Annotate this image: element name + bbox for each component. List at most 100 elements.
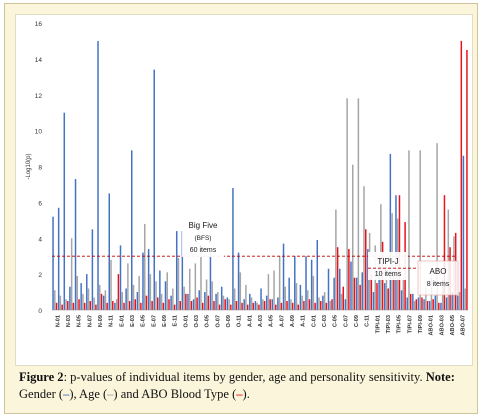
gender-bar — [119, 245, 122, 310]
abo-bar — [460, 40, 463, 310]
gender-bar — [383, 283, 386, 310]
abo-bar — [196, 297, 198, 310]
abo-bar — [308, 299, 311, 310]
age-bar — [233, 288, 236, 310]
gender-bar — [361, 272, 363, 310]
age-bar — [340, 293, 343, 310]
gender-bar — [243, 299, 245, 310]
age-bar — [301, 295, 303, 310]
gender-bar — [136, 292, 139, 310]
gender-bar — [131, 150, 133, 310]
abo-bar — [106, 302, 108, 310]
abo-bar — [348, 249, 350, 310]
gender-bar — [277, 297, 279, 310]
abo-bar — [303, 301, 305, 310]
age-bar — [419, 150, 421, 310]
age-bar — [132, 284, 135, 310]
abo-bar — [263, 301, 266, 310]
gender-bar — [74, 179, 77, 310]
gender-bar — [198, 290, 200, 310]
gender-bar — [108, 193, 111, 310]
x-tick-label: O-05 — [205, 315, 211, 327]
abo-bar — [297, 304, 300, 310]
age-bar — [425, 286, 427, 310]
y-tick-label: 2 — [38, 272, 42, 279]
abo-bar — [370, 274, 373, 310]
gender-bar — [423, 299, 425, 310]
y-tick-label: 6 — [38, 200, 42, 207]
caption-figure-label: Figure 2 — [19, 370, 64, 384]
abo-bar — [275, 304, 277, 310]
age-bar — [239, 272, 242, 310]
abo-bar — [291, 302, 294, 310]
bar-chart: 0 2 4 6 8 10 12 14 16 -Log10(p) N-01 N-03 N-05 N-07 N-… — [26, 21, 468, 336]
age-bar — [318, 297, 320, 310]
x-tick-label: C-05 — [333, 315, 339, 327]
x-tick-label: C-01 — [311, 315, 317, 327]
abo-bar — [112, 301, 114, 310]
gender-bar — [226, 297, 229, 310]
age-bar — [295, 283, 298, 310]
age-bar — [104, 290, 107, 310]
x-tick-label: C-07 — [343, 315, 349, 327]
age-bar — [307, 290, 309, 310]
x-tick-label: A-03 — [258, 315, 264, 327]
abo-bar — [72, 302, 75, 310]
y-tick-label: 8 — [38, 165, 42, 172]
age-legend-dash: – — [107, 387, 114, 401]
gender-bar — [333, 277, 335, 310]
gender-bar — [417, 297, 420, 310]
age-bar — [262, 299, 264, 310]
abo-bar — [258, 304, 260, 310]
abo-bar — [140, 302, 142, 310]
gender-bar — [204, 292, 206, 310]
gender-bar — [147, 249, 150, 310]
age-bar — [385, 259, 388, 310]
bfs-annotation-title: Big Five — [189, 221, 218, 230]
gender-bar — [63, 112, 66, 310]
gender-bar — [97, 40, 99, 310]
gender-bar — [220, 286, 223, 310]
caption-text-1: : p-values of individual items by gender… — [63, 370, 426, 384]
x-tick-label: E-09 — [162, 315, 168, 327]
age-bar — [346, 98, 348, 311]
x-tick-label: ABO-05 — [450, 315, 456, 336]
age-bar — [290, 299, 292, 310]
age-bar — [65, 299, 67, 310]
gender-bar — [428, 301, 431, 310]
gender-bar — [260, 288, 262, 310]
age-bar — [436, 143, 438, 310]
abo-bar — [151, 301, 153, 310]
abo-bar — [145, 295, 148, 310]
bfs-annotation-box — [182, 215, 224, 257]
gender-bar — [192, 299, 195, 310]
abo-bar — [314, 302, 316, 310]
gender-bar — [86, 274, 88, 310]
x-tick-label: TIPI-09 — [418, 315, 424, 333]
age-bar — [245, 284, 247, 310]
abo-bar — [128, 301, 131, 310]
gender-bar — [350, 261, 352, 310]
abo-bar — [173, 304, 176, 310]
gender-bar — [181, 231, 184, 310]
abo-bar — [235, 301, 238, 310]
abo-bar — [168, 299, 170, 310]
gender-bar — [288, 277, 290, 310]
age-bar — [273, 270, 275, 310]
gender-bar — [80, 283, 82, 310]
age-bar — [222, 295, 225, 310]
x-tick-label: E-11 — [173, 315, 179, 327]
gender-bar — [344, 299, 347, 310]
gender-bar — [91, 229, 94, 310]
gender-bar — [322, 295, 324, 310]
y-tick-label: 16 — [35, 21, 43, 28]
y-tick-label: 10 — [35, 129, 43, 136]
abo-bar — [207, 295, 210, 310]
abo-bar — [466, 49, 468, 310]
gender-bar — [310, 259, 313, 310]
abo-bar — [123, 302, 125, 310]
age-bar — [194, 263, 197, 310]
age-bar — [76, 275, 79, 310]
gender-bar — [299, 284, 302, 310]
abo-bar — [280, 302, 283, 310]
